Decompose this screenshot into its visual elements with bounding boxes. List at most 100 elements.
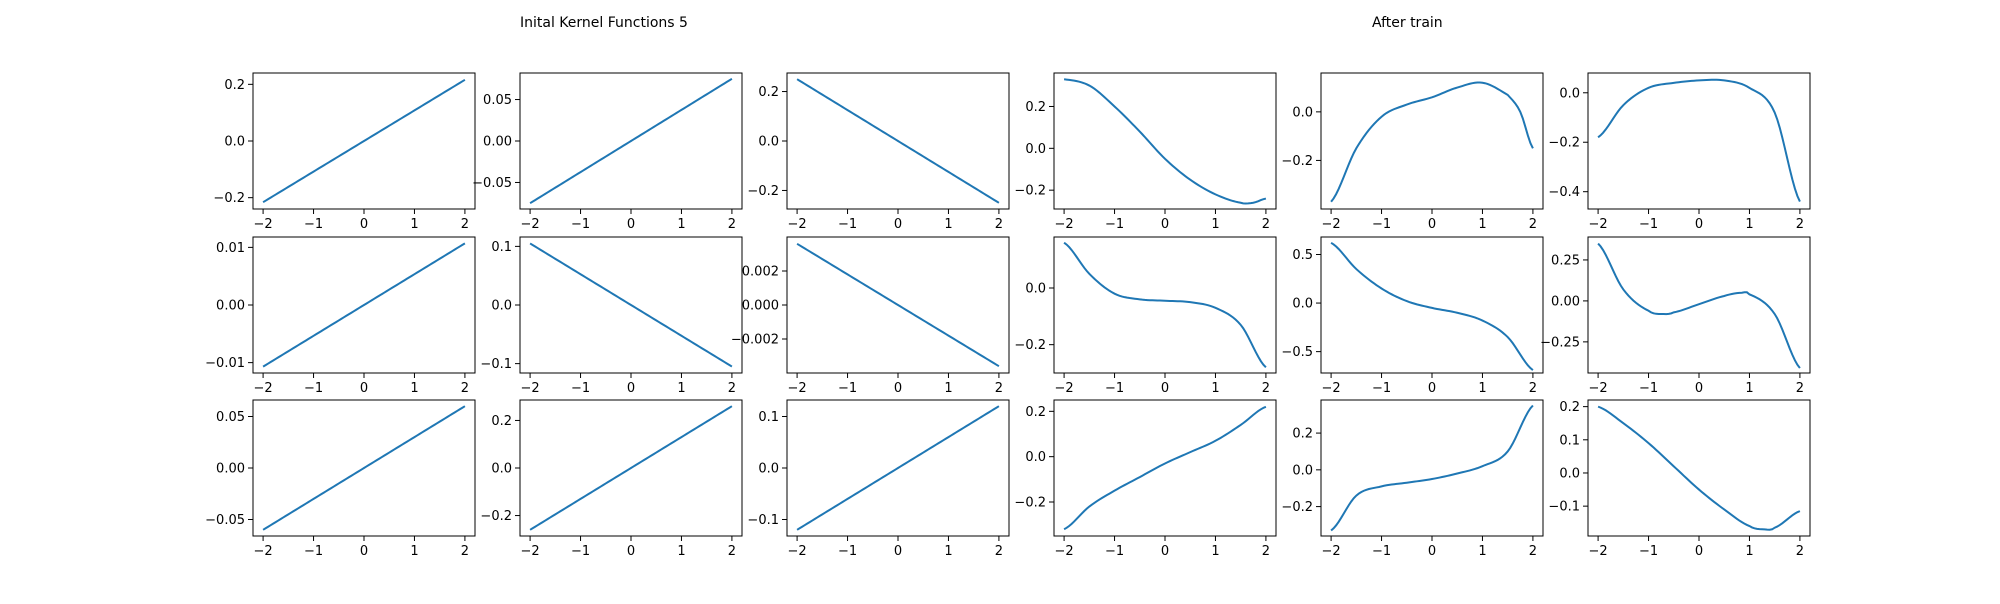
y-tick-label: −0.2 xyxy=(1014,338,1046,353)
x-tick-label: 1 xyxy=(944,544,952,559)
x-tick-label: −1 xyxy=(1105,217,1124,232)
subplot-r3c5: −2 −1 0 1 2 −0.2 0.0 0.2 xyxy=(1281,399,1544,559)
x-tick-label: −1 xyxy=(571,544,590,559)
y-tick-label: 0.0 xyxy=(1025,450,1046,465)
x-tick-label: −1 xyxy=(304,381,323,396)
y-tick-label: −0.2 xyxy=(1014,496,1046,511)
subplot-r3c3: −2 −1 0 1 2 −0.1 0.0 0.1 xyxy=(747,399,1010,559)
x-tick-label: 0 xyxy=(894,381,902,396)
x-tick-label: −2 xyxy=(521,544,540,559)
y-tick-label: 0.25 xyxy=(1551,253,1580,268)
y-tick-label: 0.1 xyxy=(758,410,779,425)
series-line xyxy=(1330,404,1534,532)
x-tick-label: 0 xyxy=(1428,217,1436,232)
series-line xyxy=(262,405,466,531)
x-tick-label: −2 xyxy=(1322,381,1341,396)
y-tick-label: −0.01 xyxy=(205,356,245,371)
series-line xyxy=(1063,405,1267,531)
x-tick-label: 1 xyxy=(1478,381,1486,396)
x-tick-label: 2 xyxy=(1262,381,1270,396)
x-tick-label: 1 xyxy=(1478,544,1486,559)
x-tick-label: 0 xyxy=(894,544,902,559)
y-tick-label: 0.2 xyxy=(491,414,512,429)
x-tick-label: −2 xyxy=(1322,544,1341,559)
axes-frame xyxy=(1587,399,1811,537)
y-tick-label: 0.01 xyxy=(216,241,245,256)
x-tick-label: 1 xyxy=(944,381,952,396)
y-tick-label: 0.5 xyxy=(1292,248,1313,263)
y-tick-label: 0.00 xyxy=(483,135,512,150)
y-tick-label: −0.2 xyxy=(480,509,512,524)
y-tick-label: 0.2 xyxy=(758,85,779,100)
subplot-r1c5: −2 −1 0 1 2 −0.2 0.0 xyxy=(1281,72,1544,232)
x-tick-label: −1 xyxy=(1105,381,1124,396)
series-line xyxy=(1063,241,1267,369)
x-tick-label: 0 xyxy=(1161,217,1169,232)
x-tick-label: 2 xyxy=(728,381,736,396)
left-figure-title: Inital Kernel Functions 5 xyxy=(520,15,688,31)
x-tick-label: 2 xyxy=(461,217,469,232)
x-tick-label: −2 xyxy=(521,217,540,232)
axes-frame xyxy=(1053,236,1277,374)
y-tick-label: 0.0 xyxy=(224,135,245,150)
series-line xyxy=(1597,405,1801,531)
y-tick-label: 0.0 xyxy=(1292,297,1313,312)
x-tick-label: −2 xyxy=(254,544,273,559)
x-tick-label: 2 xyxy=(1262,217,1270,232)
axes-frame xyxy=(1320,236,1544,374)
x-tick-label: 2 xyxy=(1529,381,1537,396)
x-tick-label: 1 xyxy=(1745,217,1753,232)
x-tick-label: 0 xyxy=(627,544,635,559)
x-tick-label: 0 xyxy=(627,381,635,396)
y-tick-label: −0.25 xyxy=(1540,335,1580,350)
x-tick-label: 1 xyxy=(1211,544,1219,559)
x-tick-label: −2 xyxy=(1055,217,1074,232)
x-tick-label: −1 xyxy=(571,381,590,396)
x-tick-label: 1 xyxy=(1478,217,1486,232)
y-tick-label: 0.002 xyxy=(742,265,779,280)
subplot-r3c6: −2 −1 0 1 2 −0.1 0.0 0.1 0.2 xyxy=(1548,399,1811,559)
y-tick-label: 0.2 xyxy=(1025,100,1046,115)
y-tick-label: 0.0 xyxy=(1025,282,1046,297)
x-tick-label: −1 xyxy=(838,544,857,559)
x-tick-label: 2 xyxy=(728,544,736,559)
x-tick-label: 0 xyxy=(360,381,368,396)
x-tick-label: 2 xyxy=(995,544,1003,559)
subplot-r1c2: −2 −1 0 1 2 −0.05 0.00 0.05 xyxy=(472,72,743,232)
y-tick-label: 0.0 xyxy=(1559,466,1580,481)
x-tick-label: 0 xyxy=(1695,544,1703,559)
axes-frame xyxy=(1053,72,1277,210)
series-line xyxy=(1597,242,1801,369)
x-tick-label: −1 xyxy=(1639,381,1658,396)
y-tick-label: 0.05 xyxy=(483,93,512,108)
x-tick-label: 1 xyxy=(410,544,418,559)
x-tick-label: −2 xyxy=(521,381,540,396)
y-tick-label: 0.0 xyxy=(491,299,512,314)
y-tick-label: −0.1 xyxy=(747,513,779,528)
x-tick-label: −1 xyxy=(838,217,857,232)
x-tick-label: 2 xyxy=(1529,217,1537,232)
y-tick-label: −0.5 xyxy=(1281,345,1313,360)
series-line xyxy=(1330,81,1534,203)
series-line xyxy=(796,405,1000,531)
x-tick-label: 0 xyxy=(360,544,368,559)
x-tick-label: −1 xyxy=(304,544,323,559)
y-tick-label: 0.2 xyxy=(1025,405,1046,420)
x-tick-label: −2 xyxy=(788,381,807,396)
y-tick-label: −0.05 xyxy=(472,176,512,191)
series-line xyxy=(1330,241,1534,371)
series-line xyxy=(1063,78,1267,205)
y-tick-label: −0.1 xyxy=(1548,500,1580,515)
x-tick-label: −1 xyxy=(1372,544,1391,559)
x-tick-label: 0 xyxy=(1428,381,1436,396)
x-tick-label: −2 xyxy=(254,381,273,396)
x-tick-label: 0 xyxy=(1695,217,1703,232)
y-tick-label: 0.2 xyxy=(1292,427,1313,442)
y-tick-label: −0.2 xyxy=(1014,184,1046,199)
x-tick-label: 1 xyxy=(1211,381,1219,396)
x-tick-label: 1 xyxy=(677,381,685,396)
subplot-r3c4: −2 −1 0 1 2 −0.2 0.0 0.2 xyxy=(1014,399,1277,559)
axes-frame xyxy=(1587,72,1811,210)
